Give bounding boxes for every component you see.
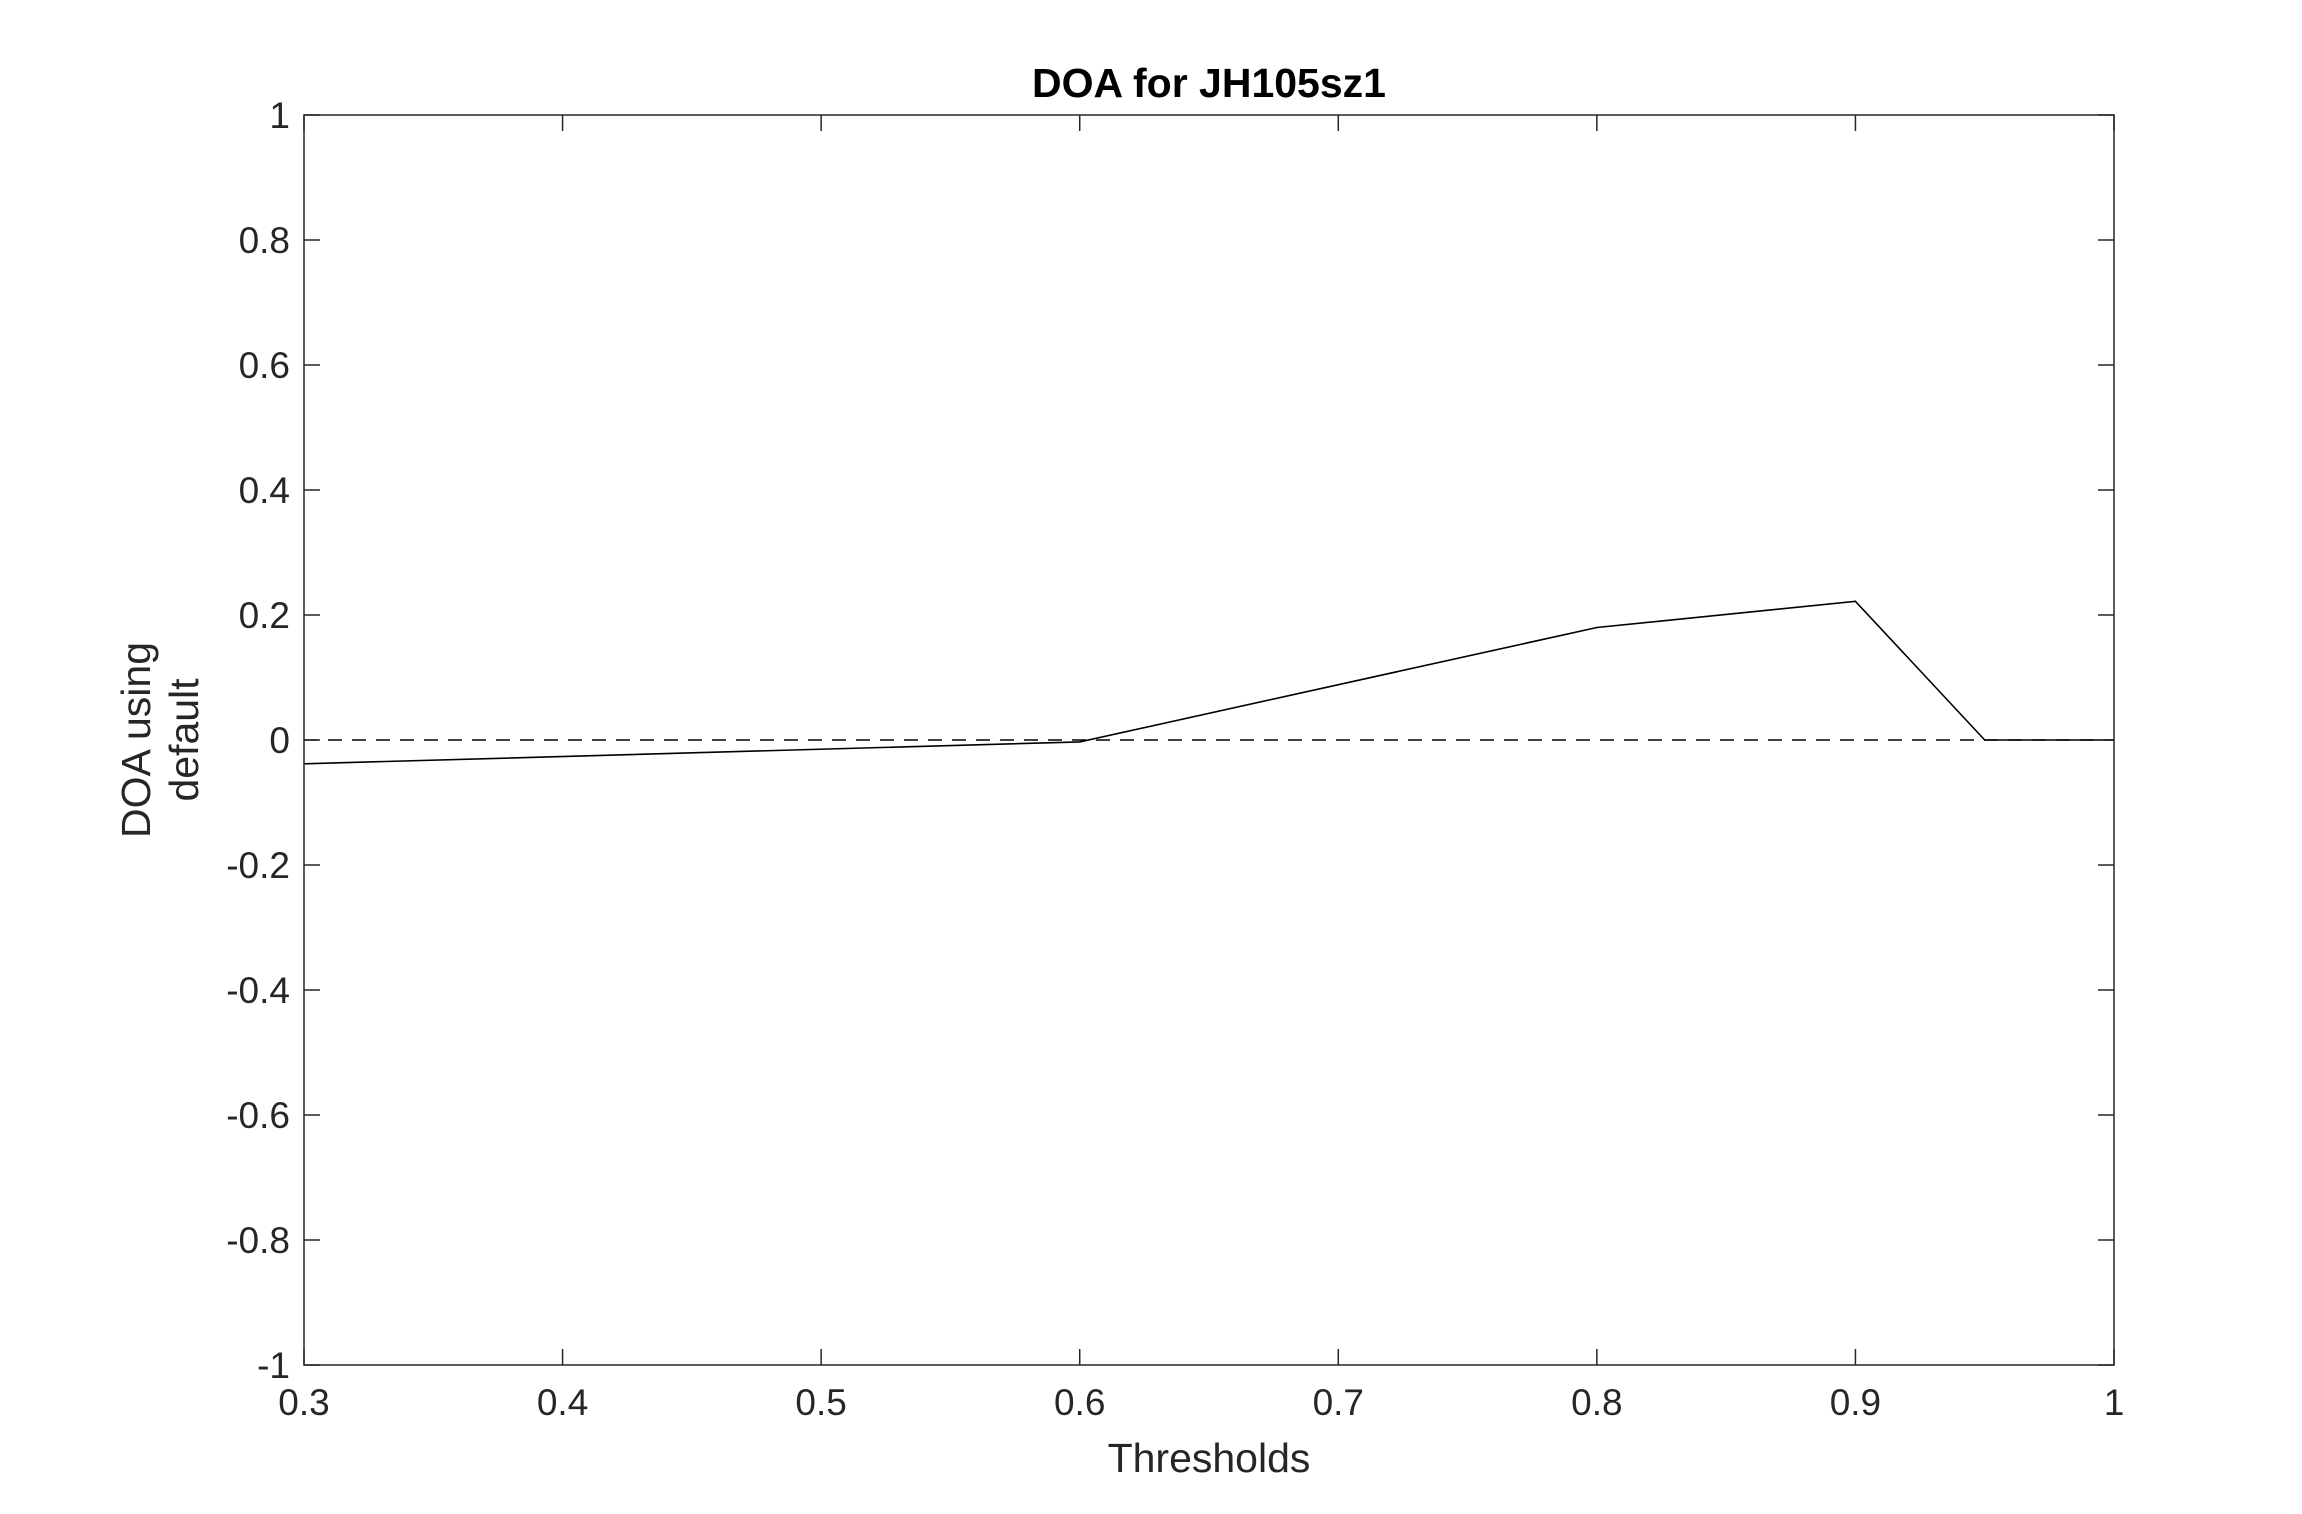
y-tick-label: 0 <box>269 720 290 761</box>
x-tick-label: 0.4 <box>537 1382 588 1423</box>
y-tick-label: 0.8 <box>239 220 290 261</box>
y-tick-label: -1 <box>257 1345 290 1386</box>
y-axis-label-line-1: DOA using <box>113 642 159 838</box>
x-tick-label: 0.3 <box>278 1382 329 1423</box>
y-tick-label: -0.8 <box>226 1220 290 1261</box>
x-tick-label: 0.6 <box>1054 1382 1105 1423</box>
data-point <box>1983 739 1986 741</box>
x-tick-label: 0.9 <box>1830 1382 1881 1423</box>
y-tick-label: 1 <box>269 95 290 136</box>
y-tick-label: 0.6 <box>239 345 290 386</box>
data-point <box>1596 626 1598 629</box>
x-tick-label: 1 <box>2104 1382 2125 1423</box>
y-axis-label-line-2: default <box>161 678 207 802</box>
y-tick-label: -0.4 <box>226 970 290 1011</box>
y-tick-label: -0.2 <box>226 845 290 886</box>
x-axis-label: Thresholds <box>1108 1435 1311 1481</box>
x-tick-label: 0.5 <box>795 1382 846 1423</box>
y-tick-label: 0.4 <box>239 470 290 511</box>
series-line <box>303 600 2114 765</box>
y-axis-ticks: -1 -0.8 -0.6 -0.4 -0.2 0 0.2 0.4 0.6 0.8 1 <box>226 95 2114 1386</box>
chart-title: DOA for JH105sz1 <box>1032 60 1386 106</box>
y-tick-label: -0.6 <box>226 1095 290 1136</box>
data-point <box>1854 600 1857 603</box>
y-axis-label: DOA using default <box>113 642 207 838</box>
y-tick-label: 0.2 <box>239 595 290 636</box>
x-tick-label: 0.8 <box>1571 1382 1622 1423</box>
x-axis-ticks: 0.3 0.4 0.5 0.6 0.7 0.8 0.9 1 <box>278 115 2124 1423</box>
x-tick-label: 0.7 <box>1313 1382 1364 1423</box>
data-point <box>1078 741 1081 743</box>
